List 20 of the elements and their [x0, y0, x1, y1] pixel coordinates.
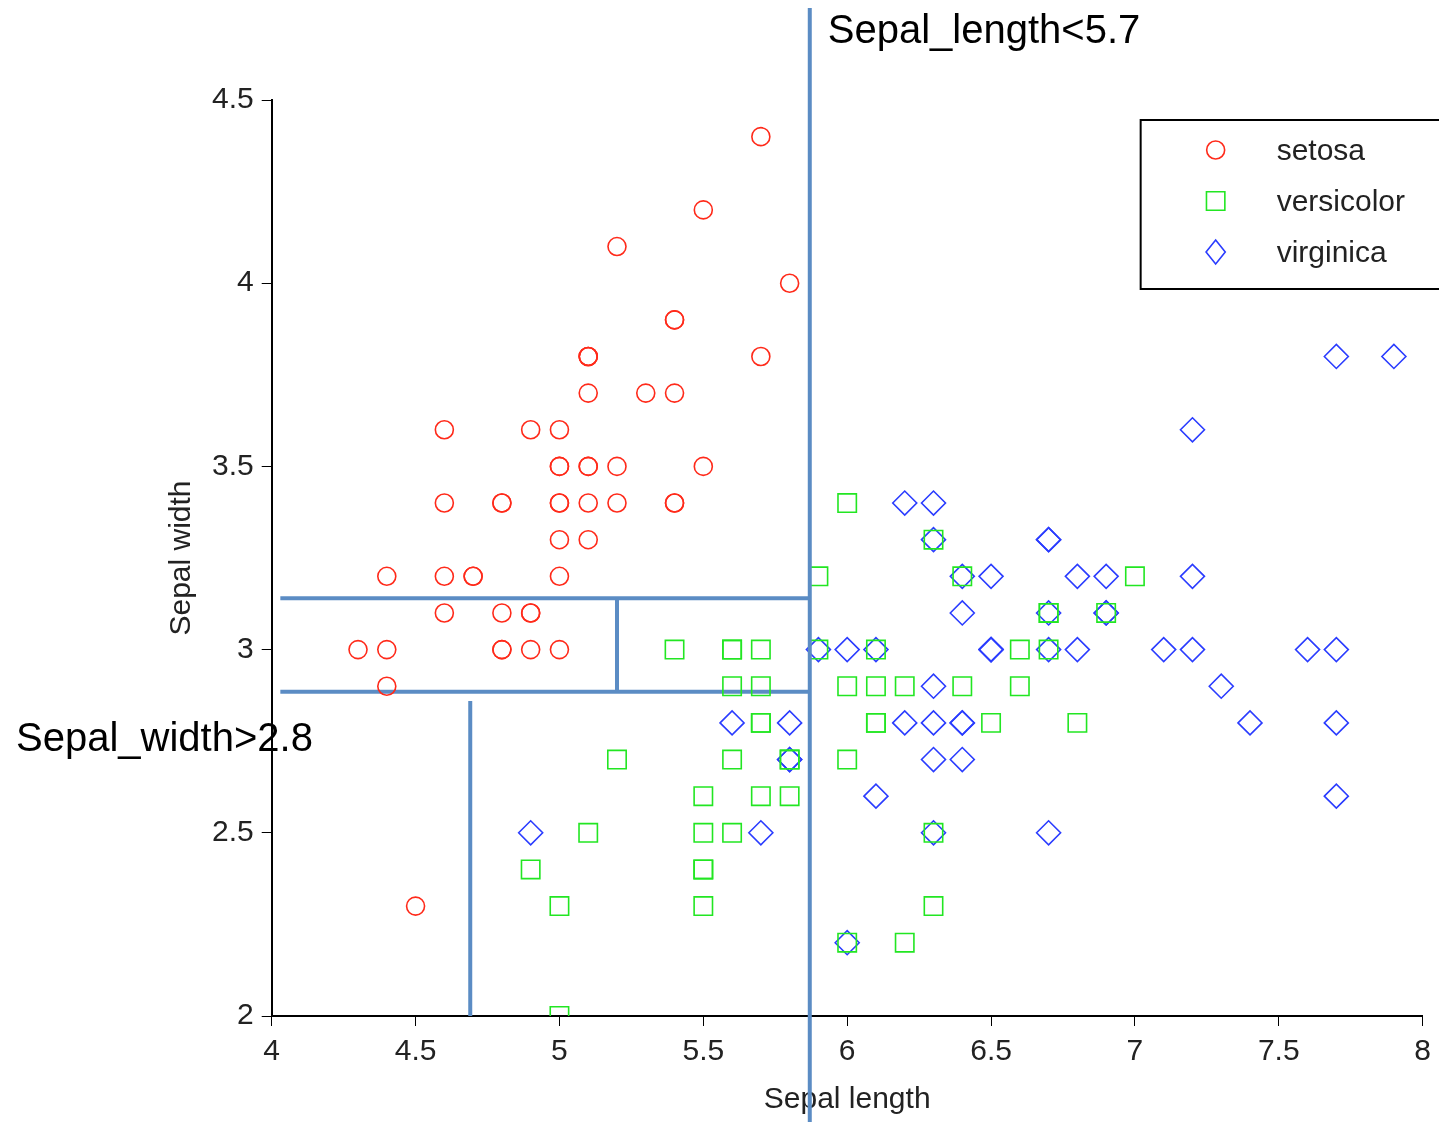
ref-line-label: Sepal_length<5.7 — [827, 7, 1141, 52]
x-tick-label: 7.5 — [1257, 1033, 1300, 1067]
x-tick-label: 4.5 — [394, 1033, 437, 1067]
y-tick-label: 3 — [237, 630, 254, 664]
x-tick-label: 6 — [838, 1033, 856, 1067]
x-tick-label: 6.5 — [970, 1033, 1012, 1067]
x-tick-label: 5.5 — [682, 1033, 725, 1067]
y-tick-label: 3.5 — [211, 447, 254, 481]
y-axis-title: Sepal width — [163, 480, 197, 636]
legend-label: setosa — [1276, 133, 1366, 167]
y-tick-label: 4 — [237, 264, 254, 298]
x-tick-label: 5 — [551, 1033, 568, 1067]
legend-label: virginica — [1276, 235, 1388, 269]
legend-label: versicolor — [1276, 184, 1406, 218]
y-tick-label: 2.5 — [211, 814, 254, 848]
x-tick-label: 8 — [1414, 1033, 1431, 1067]
y-tick-label: 2 — [237, 997, 254, 1031]
x-tick-label: 4 — [263, 1033, 281, 1067]
x-tick-label: 7 — [1126, 1033, 1144, 1067]
y-tick-label: 4.5 — [211, 81, 254, 115]
